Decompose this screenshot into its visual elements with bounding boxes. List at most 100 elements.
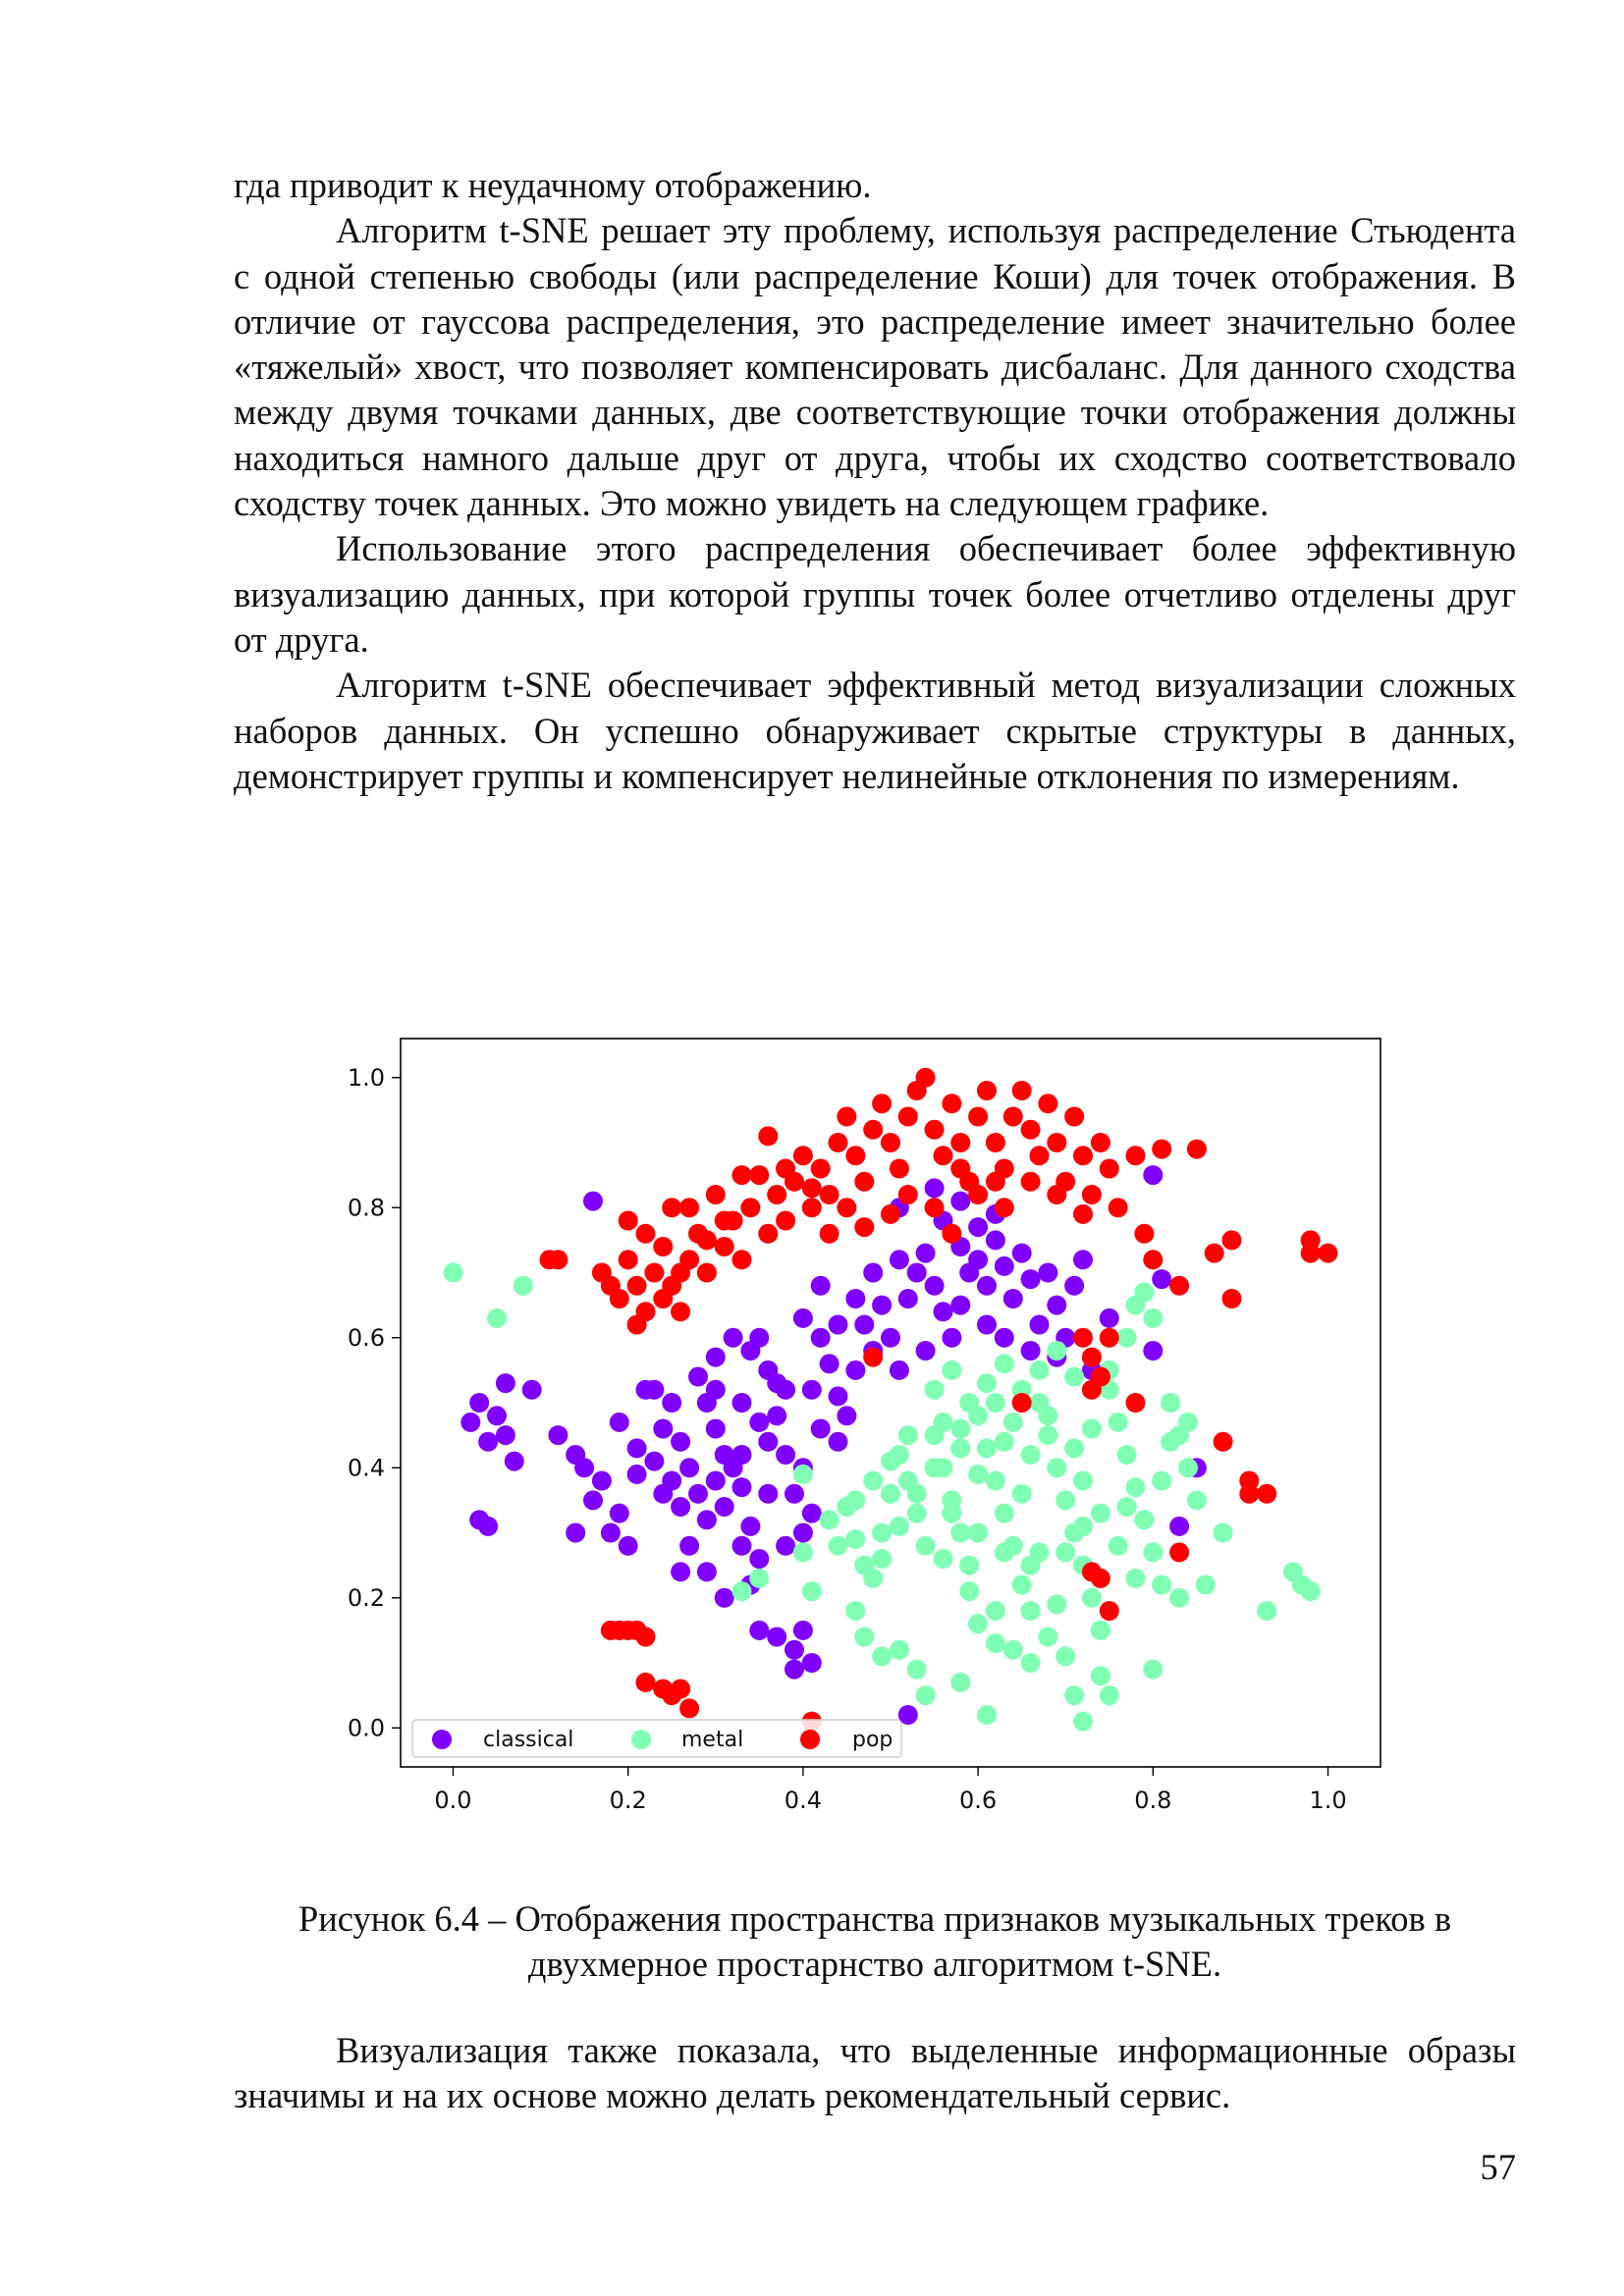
scatter-point-metal	[1195, 1575, 1216, 1595]
scatter-point-classical	[767, 1627, 787, 1647]
scatter-point-classical	[504, 1451, 524, 1471]
scatter-point-classical	[801, 1653, 822, 1673]
scatter-point-metal	[1143, 1542, 1164, 1563]
scatter-point-metal	[1090, 1620, 1110, 1640]
scatter-point-metal	[1099, 1360, 1119, 1380]
scatter-point-metal	[1161, 1431, 1181, 1452]
scatter-point-pop	[671, 1262, 691, 1283]
scatter-point-pop	[1073, 1146, 1093, 1166]
scatter-point-pop	[801, 1178, 822, 1199]
scatter-point-metal	[1029, 1542, 1050, 1563]
scatter-point-metal	[906, 1659, 927, 1680]
scatter-point-classical	[469, 1510, 490, 1530]
scatter-point-metal	[1152, 1575, 1172, 1595]
scatter-point-metal	[1125, 1568, 1146, 1588]
scatter-point-classical	[872, 1295, 893, 1315]
scatter-point-classical	[985, 1203, 1005, 1224]
scatter-point-classical	[845, 1289, 866, 1308]
scatter-point-pop	[662, 1685, 682, 1706]
scatter-point-metal	[872, 1522, 893, 1543]
scatter-point-pop	[758, 1126, 779, 1147]
scatter-point-classical	[688, 1366, 708, 1387]
scatter-point-pop	[626, 1314, 647, 1335]
scatter-point-classical	[583, 1191, 603, 1211]
scatter-point-classical	[548, 1425, 568, 1446]
scatter-point-classical	[881, 1327, 900, 1348]
scatter-point-metal	[924, 1458, 945, 1478]
scatter-point-metal	[1047, 1341, 1067, 1361]
scatter-point-pop	[994, 1198, 1014, 1218]
scatter-point-metal	[977, 1705, 997, 1725]
scatter-point-classical	[671, 1497, 691, 1517]
y-tick-label: 0.2	[348, 1584, 385, 1612]
scatter-point-metal	[1178, 1412, 1198, 1432]
scatter-point-metal	[897, 1425, 918, 1446]
scatter-point-pop	[1081, 1379, 1102, 1400]
scatter-point-pop	[1011, 1081, 1032, 1100]
scatter-point-pop	[1090, 1568, 1110, 1588]
scatter-point-pop	[1125, 1393, 1146, 1413]
scatter-point-classical	[600, 1522, 621, 1543]
scatter-point-pop	[810, 1158, 831, 1179]
scatter-point-pop	[1056, 1171, 1076, 1192]
scatter-point-metal	[1186, 1490, 1207, 1511]
y-tick-label: 1.0	[348, 1064, 385, 1092]
scatter-point-metal	[1002, 1639, 1023, 1660]
legend-marker-pop	[800, 1730, 820, 1749]
scatter-point-classical	[1038, 1262, 1058, 1283]
scatter-point-classical	[758, 1360, 779, 1380]
scatter-point-classical	[828, 1431, 848, 1452]
scatter-point-pop	[635, 1672, 656, 1692]
scatter-point-pop	[854, 1217, 875, 1238]
scatter-point-metal	[1108, 1535, 1128, 1556]
scatter-point-metal	[1116, 1497, 1137, 1517]
scatter-point-metal	[731, 1581, 752, 1602]
scatter-point-classical	[1029, 1314, 1050, 1335]
scatter-point-metal	[872, 1549, 893, 1569]
scatter-point-pop	[1002, 1106, 1023, 1127]
scatter-point-pop	[714, 1237, 734, 1256]
scatter-point-classical	[977, 1314, 997, 1335]
scatter-point-pop	[819, 1223, 839, 1244]
scatter-point-classical	[792, 1308, 813, 1328]
scatter-point-classical	[705, 1418, 726, 1439]
scatter-point-classical	[1020, 1341, 1041, 1361]
scatter-point-classical	[671, 1562, 691, 1582]
scatter-point-pop	[1204, 1243, 1224, 1263]
scatter-point-pop	[653, 1289, 674, 1308]
scatter-point-pop	[696, 1230, 717, 1251]
scatter-point-metal	[1064, 1438, 1085, 1459]
scatter-point-classical	[696, 1510, 717, 1530]
scatter-point-metal	[924, 1425, 945, 1446]
scatter-point-classical	[819, 1354, 839, 1374]
scatter-point-pop	[626, 1275, 647, 1296]
scatter-point-classical	[767, 1373, 787, 1394]
y-tick-label: 0.8	[348, 1194, 385, 1221]
scatter-point-pop	[1257, 1483, 1277, 1504]
scatter-point-metal	[942, 1503, 962, 1523]
scatter-point-classical	[758, 1431, 779, 1452]
scatter-point-pop	[740, 1198, 761, 1218]
scatter-point-metal	[513, 1275, 533, 1296]
scatter-point-metal	[749, 1568, 770, 1588]
scatter-point-metal	[881, 1483, 900, 1504]
scatter-point-classical	[854, 1314, 875, 1335]
scatter-point-classical	[495, 1425, 515, 1446]
figure-caption: Рисунок 6.4 – Отображения пространства п…	[234, 1896, 1516, 1987]
scatter-point-metal	[959, 1393, 980, 1413]
scatter-point-classical	[1064, 1275, 1085, 1296]
scatter-point-classical	[924, 1178, 945, 1199]
y-tick-label: 0.4	[348, 1454, 385, 1481]
scatter-point-metal	[933, 1412, 953, 1432]
scatter-point-pop	[801, 1711, 822, 1732]
scatter-point-pop	[723, 1210, 743, 1231]
scatter-point-pop	[897, 1185, 918, 1204]
scatter-point-metal	[942, 1490, 962, 1511]
scatter-point-pop	[1300, 1243, 1321, 1263]
scatter-point-metal	[872, 1646, 893, 1667]
scatter-point-metal	[994, 1503, 1014, 1523]
scatter-point-metal	[1064, 1522, 1085, 1543]
scatter-point-pop	[591, 1262, 612, 1283]
scatter-point-pop	[679, 1198, 700, 1218]
scatter-point-classical	[644, 1451, 665, 1471]
